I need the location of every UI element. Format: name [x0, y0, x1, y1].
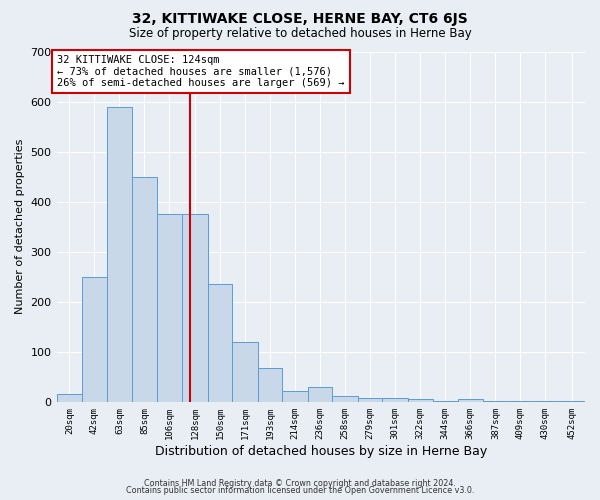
Bar	[283, 391, 308, 402]
Bar	[433, 401, 458, 402]
Text: Contains public sector information licensed under the Open Government Licence v3: Contains public sector information licen…	[126, 486, 474, 495]
Bar	[308, 387, 332, 402]
Bar	[82, 276, 107, 402]
Bar	[408, 399, 433, 402]
Bar	[258, 368, 283, 402]
Bar	[358, 398, 382, 402]
Bar	[332, 396, 358, 402]
Bar	[157, 214, 182, 402]
Text: 32 KITTIWAKE CLOSE: 124sqm
← 73% of detached houses are smaller (1,576)
26% of s: 32 KITTIWAKE CLOSE: 124sqm ← 73% of deta…	[57, 55, 344, 88]
Bar	[132, 176, 157, 402]
Bar	[232, 342, 258, 402]
Text: Size of property relative to detached houses in Herne Bay: Size of property relative to detached ho…	[128, 28, 472, 40]
Text: 32, KITTIWAKE CLOSE, HERNE BAY, CT6 6JS: 32, KITTIWAKE CLOSE, HERNE BAY, CT6 6JS	[132, 12, 468, 26]
Bar	[107, 106, 132, 402]
Bar	[56, 394, 82, 402]
X-axis label: Distribution of detached houses by size in Herne Bay: Distribution of detached houses by size …	[155, 444, 487, 458]
Bar	[458, 400, 482, 402]
Bar	[208, 284, 232, 402]
Text: Contains HM Land Registry data © Crown copyright and database right 2024.: Contains HM Land Registry data © Crown c…	[144, 478, 456, 488]
Bar	[182, 214, 208, 402]
Bar	[558, 401, 585, 402]
Bar	[382, 398, 408, 402]
Y-axis label: Number of detached properties: Number of detached properties	[15, 139, 25, 314]
Bar	[482, 401, 508, 402]
